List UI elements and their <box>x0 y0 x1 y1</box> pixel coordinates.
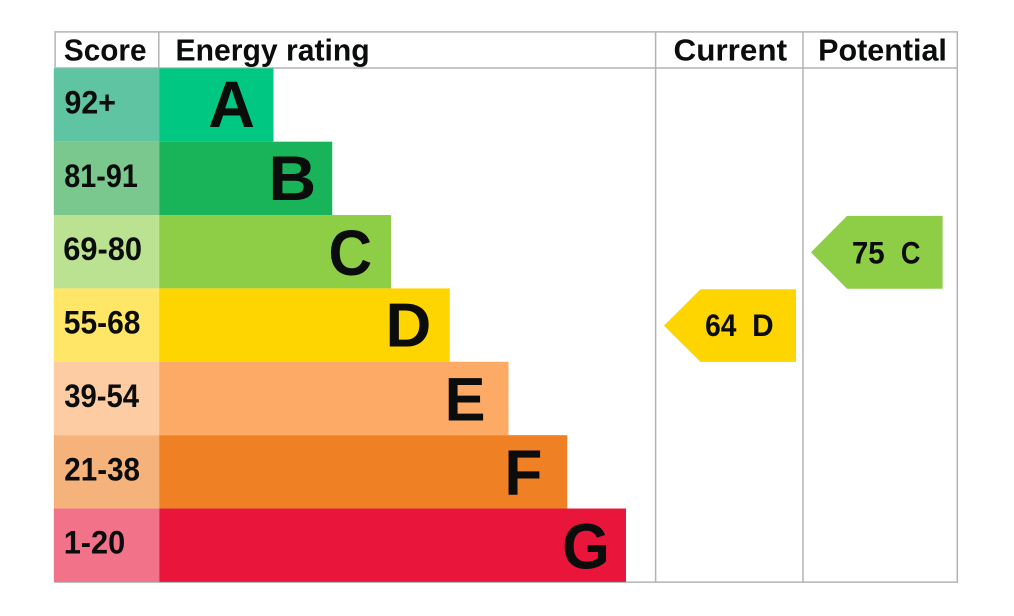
svg-text:Potential: Potential <box>818 33 947 68</box>
svg-text:F: F <box>504 436 542 508</box>
svg-text:G: G <box>562 510 610 582</box>
svg-text:64: 64 <box>705 308 737 343</box>
svg-text:39-54: 39-54 <box>64 378 139 414</box>
svg-text:75: 75 <box>852 236 885 271</box>
svg-text:D: D <box>386 291 432 361</box>
svg-text:81-91: 81-91 <box>64 158 138 194</box>
svg-text:55-68: 55-68 <box>64 305 141 341</box>
svg-text:21-38: 21-38 <box>64 451 140 487</box>
svg-text:C: C <box>901 236 921 271</box>
svg-text:Energy rating: Energy rating <box>176 33 370 68</box>
svg-text:92+: 92+ <box>65 84 116 120</box>
svg-text:1-20: 1-20 <box>64 525 125 561</box>
svg-text:C: C <box>329 217 373 289</box>
svg-text:69-80: 69-80 <box>63 231 142 267</box>
svg-text:E: E <box>445 366 486 435</box>
svg-text:D: D <box>752 308 774 343</box>
svg-text:Current: Current <box>674 33 788 68</box>
svg-text:Score: Score <box>64 33 147 68</box>
svg-text:A: A <box>208 68 255 141</box>
svg-text:B: B <box>269 144 317 214</box>
